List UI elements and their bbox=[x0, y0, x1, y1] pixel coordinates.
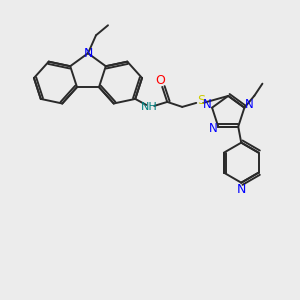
Text: N: N bbox=[209, 122, 218, 135]
Text: O: O bbox=[155, 74, 165, 87]
Text: N: N bbox=[203, 98, 212, 111]
Text: N: N bbox=[83, 47, 93, 60]
Text: N: N bbox=[245, 98, 254, 111]
Text: N: N bbox=[236, 183, 246, 196]
Text: S: S bbox=[197, 94, 205, 107]
Text: NH: NH bbox=[141, 102, 158, 112]
